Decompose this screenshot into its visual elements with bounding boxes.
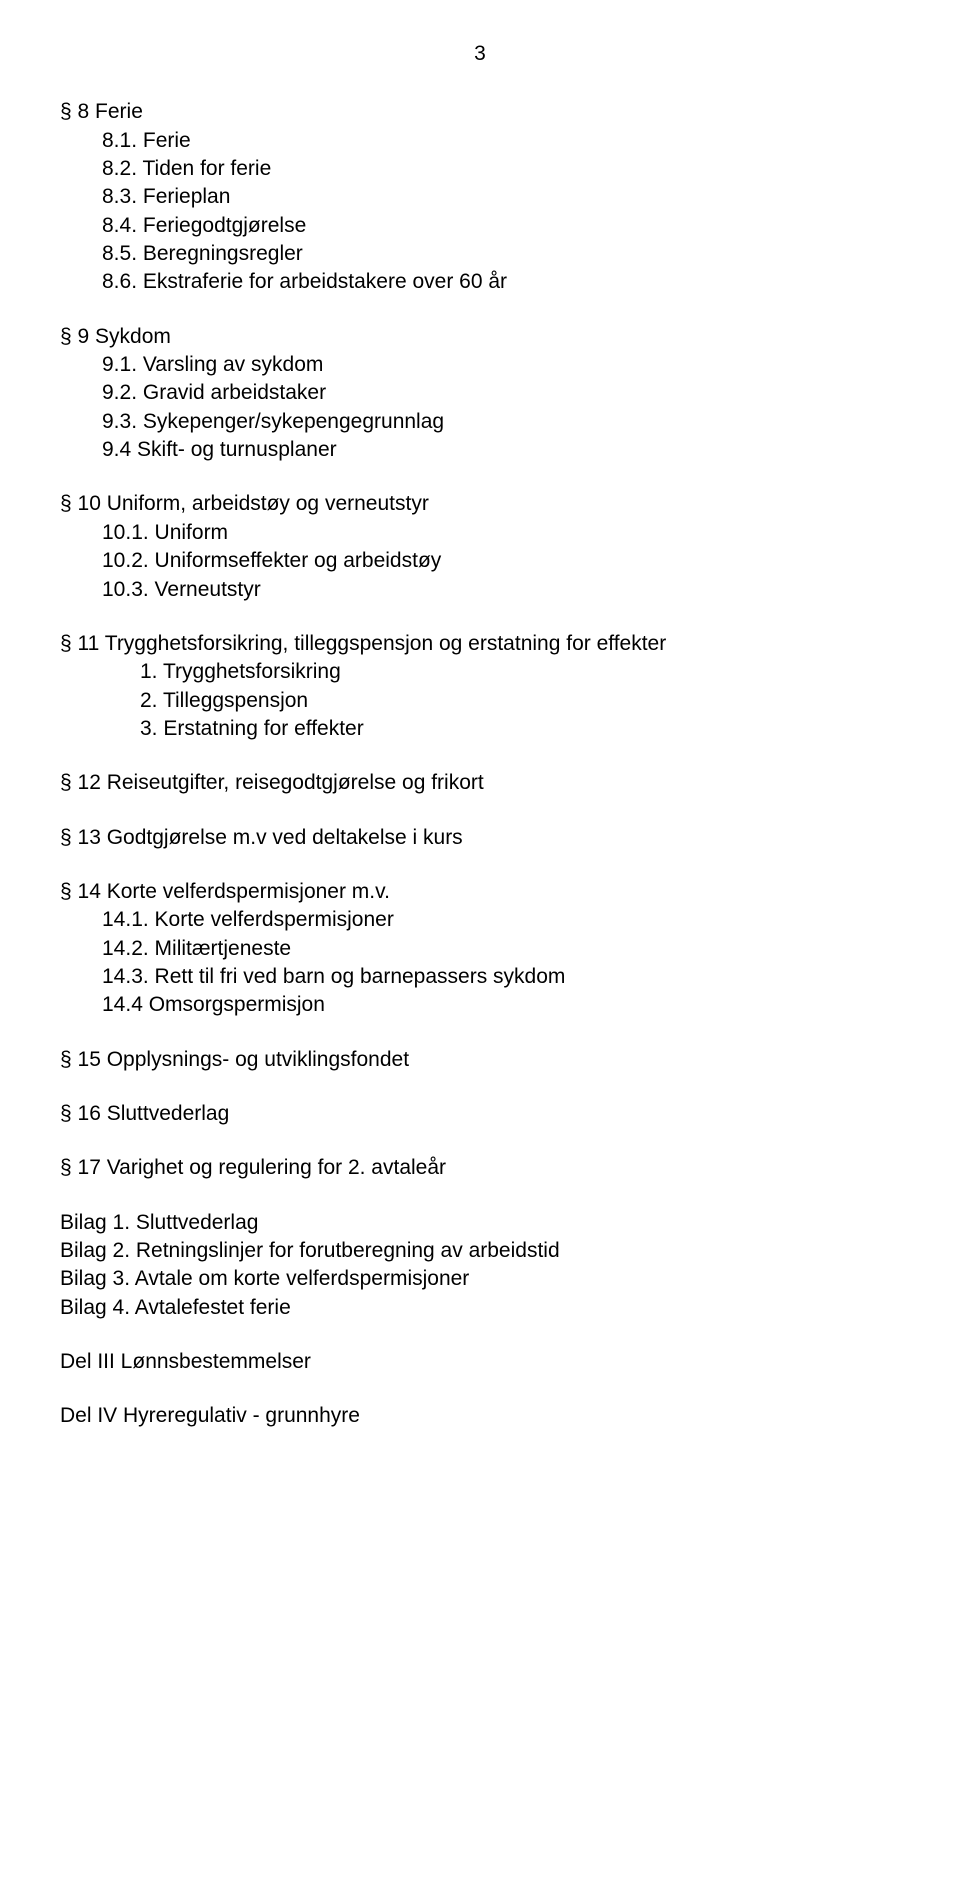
toc-item: 1. Trygghetsforsikring [60, 658, 900, 686]
section-12: § 12 Reiseutgifter, reisegodtgjørelse og… [60, 769, 900, 797]
bilag-item: Bilag 1. Sluttvederlag [60, 1209, 900, 1237]
section-16: § 16 Sluttvederlag [60, 1100, 900, 1128]
toc-item: 9.3. Sykepenger/sykepengegrunnlag [60, 408, 900, 436]
section-title: § 16 Sluttvederlag [60, 1100, 900, 1128]
toc-item: 3. Erstatning for effekter [60, 715, 900, 743]
bilag-item: Bilag 3. Avtale om korte velferdspermisj… [60, 1265, 900, 1293]
page-number: 3 [60, 40, 900, 68]
toc-item: 9.2. Gravid arbeidstaker [60, 379, 900, 407]
section-14: § 14 Korte velferdspermisjoner m.v. 14.1… [60, 878, 900, 1020]
toc-item: 8.3. Ferieplan [60, 183, 900, 211]
section-title: § 13 Godtgjørelse m.v ved deltakelse i k… [60, 824, 900, 852]
section-title: § 17 Varighet og regulering for 2. avtal… [60, 1154, 900, 1182]
section-title: § 10 Uniform, arbeidstøy og verneutstyr [60, 490, 900, 518]
section-13: § 13 Godtgjørelse m.v ved deltakelse i k… [60, 824, 900, 852]
toc-item: 10.2. Uniformseffekter og arbeidstøy [60, 547, 900, 575]
toc-item: 10.3. Verneutstyr [60, 576, 900, 604]
toc-item: 14.1. Korte velferdspermisjoner [60, 906, 900, 934]
toc-item: 8.6. Ekstraferie for arbeidstakere over … [60, 268, 900, 296]
part-title: Del IV Hyreregulativ - grunnhyre [60, 1402, 900, 1430]
del-3: Del III Lønnsbestemmelser [60, 1348, 900, 1376]
section-11: § 11 Trygghetsforsikring, tilleggspensjo… [60, 630, 900, 743]
toc-item: 8.2. Tiden for ferie [60, 155, 900, 183]
toc-item: 9.1. Varsling av sykdom [60, 351, 900, 379]
section-title: § 9 Sykdom [60, 323, 900, 351]
section-8: § 8 Ferie 8.1. Ferie 8.2. Tiden for feri… [60, 98, 900, 296]
section-15: § 15 Opplysnings- og utviklingsfondet [60, 1046, 900, 1074]
section-17: § 17 Varighet og regulering for 2. avtal… [60, 1154, 900, 1182]
toc-item: 10.1. Uniform [60, 519, 900, 547]
part-title: Del III Lønnsbestemmelser [60, 1348, 900, 1376]
toc-item: 8.4. Feriegodtgjørelse [60, 212, 900, 240]
document-page: 3 § 8 Ferie 8.1. Ferie 8.2. Tiden for fe… [0, 0, 960, 1517]
toc-item: 2. Tilleggspensjon [60, 687, 900, 715]
bilag-item: Bilag 4. Avtalefestet ferie [60, 1294, 900, 1322]
toc-item: 14.3. Rett til fri ved barn og barnepass… [60, 963, 900, 991]
section-title: § 15 Opplysnings- og utviklingsfondet [60, 1046, 900, 1074]
section-title: § 14 Korte velferdspermisjoner m.v. [60, 878, 900, 906]
section-title: § 8 Ferie [60, 98, 900, 126]
toc-item: 9.4 Skift- og turnusplaner [60, 436, 900, 464]
toc-item: 8.5. Beregningsregler [60, 240, 900, 268]
toc-item: 14.2. Militærtjeneste [60, 935, 900, 963]
bilag-item: Bilag 2. Retningslinjer for forutberegni… [60, 1237, 900, 1265]
section-10: § 10 Uniform, arbeidstøy og verneutstyr … [60, 490, 900, 603]
del-4: Del IV Hyreregulativ - grunnhyre [60, 1402, 900, 1430]
section-9: § 9 Sykdom 9.1. Varsling av sykdom 9.2. … [60, 323, 900, 465]
bilag-block: Bilag 1. Sluttvederlag Bilag 2. Retnings… [60, 1209, 900, 1322]
toc-item: 14.4 Omsorgspermisjon [60, 991, 900, 1019]
section-title: § 11 Trygghetsforsikring, tilleggspensjo… [60, 630, 900, 658]
section-title: § 12 Reiseutgifter, reisegodtgjørelse og… [60, 769, 900, 797]
toc-item: 8.1. Ferie [60, 127, 900, 155]
